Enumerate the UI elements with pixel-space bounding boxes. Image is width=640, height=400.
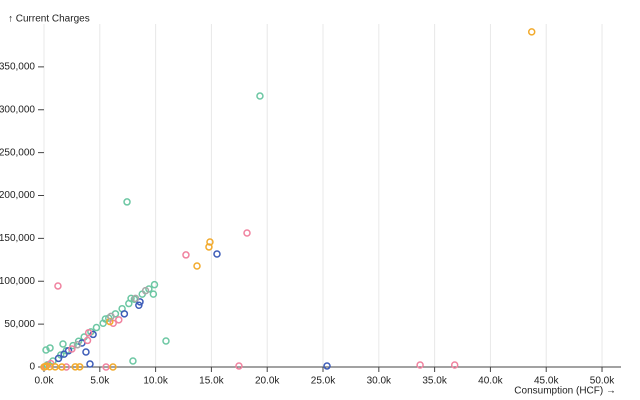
- point: [256, 92, 264, 100]
- point: [62, 363, 71, 371]
- point: [83, 336, 92, 345]
- point: [73, 340, 82, 349]
- point: [54, 282, 62, 290]
- point: [71, 363, 79, 371]
- point: [182, 251, 190, 259]
- point: [59, 340, 67, 348]
- point: [107, 312, 115, 321]
- y-tick-label: 200,000: [0, 190, 35, 201]
- y-tick-label: 150,000: [0, 233, 35, 244]
- y-tick-label: 350,000: [0, 62, 35, 73]
- point: [92, 323, 101, 332]
- point: [135, 301, 143, 310]
- x-tick-label: 10.0k: [143, 376, 168, 387]
- point: [115, 316, 123, 324]
- point: [82, 348, 90, 356]
- point: [127, 294, 135, 303]
- point: [149, 290, 158, 298]
- point: [243, 229, 251, 237]
- point: [206, 238, 214, 246]
- x-tick-label: 30.0k: [367, 376, 392, 387]
- x-tick-label: 45.0k: [534, 376, 559, 387]
- point: [193, 262, 201, 270]
- y-tick-label: 300,000: [0, 104, 35, 115]
- x-axis-label: Consumption (HCF) →: [514, 386, 616, 397]
- point: [84, 328, 93, 337]
- x-tick-label: 5.0k: [90, 376, 110, 387]
- point: [75, 363, 84, 371]
- point: [69, 341, 77, 350]
- point: [131, 294, 140, 303]
- y-tick-label: 0: [29, 362, 35, 373]
- y-axis-label: ↑ Current Charges: [8, 14, 90, 25]
- point: [42, 362, 50, 370]
- x-tick-label: 20.0k: [255, 376, 280, 387]
- point: [450, 361, 459, 369]
- point: [68, 345, 76, 353]
- point: [123, 198, 131, 206]
- point: [213, 250, 221, 258]
- y-tick-label: 100,000: [0, 276, 35, 287]
- point: [42, 346, 50, 354]
- x-tick-label: 15.0k: [199, 376, 224, 387]
- point: [150, 280, 159, 289]
- point: [416, 361, 424, 369]
- point: [46, 344, 54, 352]
- x-tick-label: 40.0k: [478, 376, 503, 387]
- point: [323, 362, 331, 370]
- point: [205, 243, 213, 251]
- x-tick-label: 35.0k: [422, 376, 447, 387]
- point: [89, 330, 97, 339]
- point: [102, 363, 110, 371]
- point: [109, 363, 117, 371]
- x-tick-label: 50.0k: [590, 376, 615, 387]
- point: [86, 360, 94, 368]
- point: [162, 337, 170, 345]
- point: [141, 286, 150, 295]
- x-tick-label: 25.0k: [311, 376, 336, 387]
- point: [235, 362, 243, 370]
- y-tick-label: 50,000: [4, 319, 35, 330]
- x-tick-label: 0.0k: [35, 376, 55, 387]
- point: [129, 357, 137, 365]
- y-tick-label: 250,000: [0, 147, 35, 158]
- point: [58, 363, 66, 371]
- point: [527, 28, 536, 36]
- point: [54, 354, 63, 363]
- point: [120, 310, 129, 318]
